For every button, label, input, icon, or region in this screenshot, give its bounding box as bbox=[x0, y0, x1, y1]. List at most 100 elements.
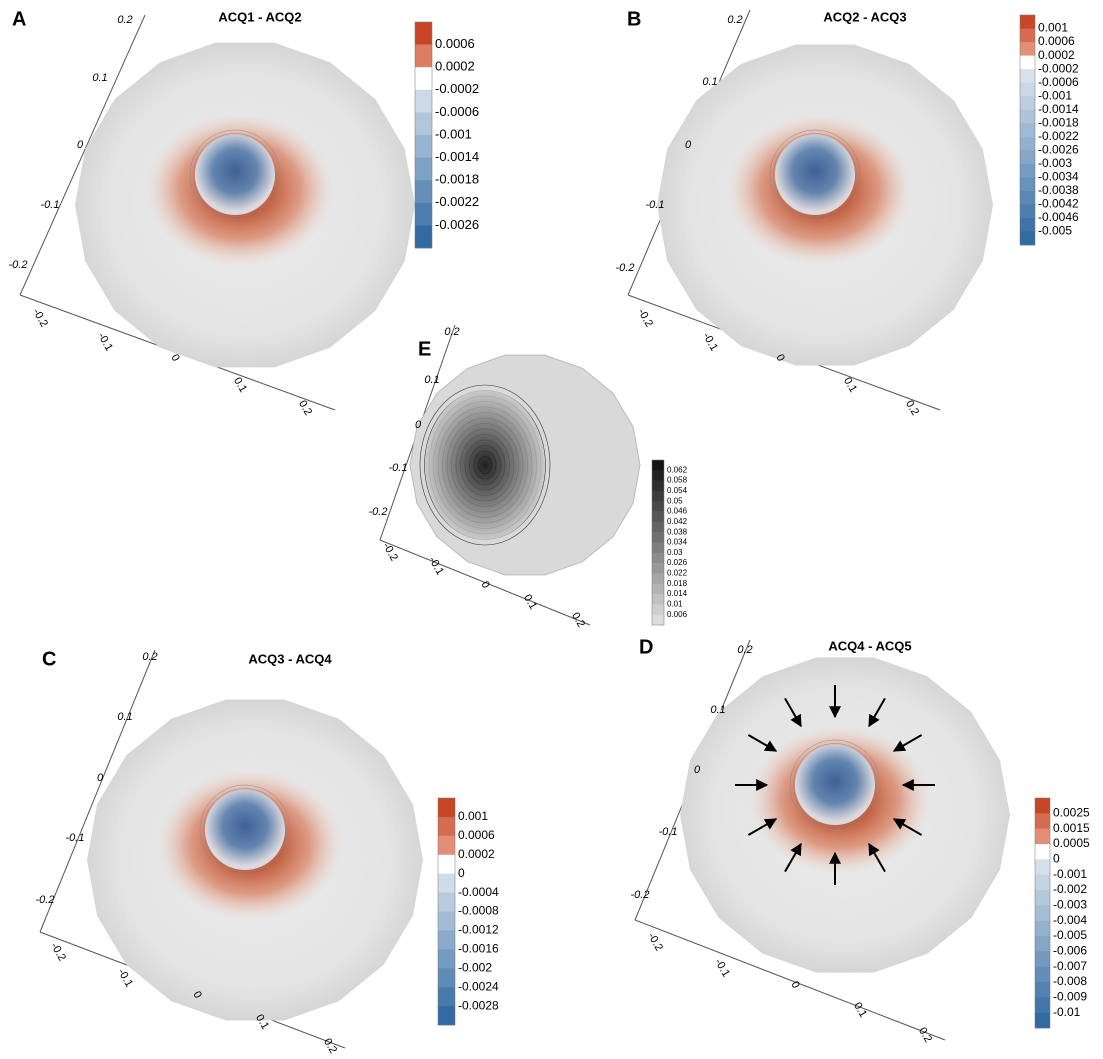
colorbar-segment bbox=[438, 968, 455, 988]
colorbar-label: -0.005 bbox=[1053, 928, 1087, 942]
colorbar-segment bbox=[1035, 936, 1050, 952]
colorbar-segment bbox=[1035, 828, 1050, 845]
y-tick-label: -0.1 bbox=[659, 826, 678, 838]
y-tick-label: 0 bbox=[415, 419, 422, 431]
colorbar-label: 0.046 bbox=[667, 507, 688, 516]
x-tick-label: -0.1 bbox=[115, 967, 135, 989]
colorbar-segment bbox=[652, 511, 664, 523]
colorbar-label: -0.0018 bbox=[1038, 115, 1079, 129]
x-tick-label: 0.2 bbox=[903, 398, 921, 417]
colorbar-label: 0.042 bbox=[667, 517, 688, 526]
colorbar-segment bbox=[1020, 231, 1035, 246]
contour bbox=[789, 739, 881, 831]
colorbar-label: -0.0002 bbox=[435, 81, 479, 96]
y-tick-label: -0.2 bbox=[9, 259, 28, 271]
colorbar-segment bbox=[1035, 982, 1050, 998]
colorbar-label: 0 bbox=[458, 866, 465, 880]
x-tick-label: -0.1 bbox=[95, 331, 115, 353]
y-tick-label: 0.1 bbox=[710, 704, 725, 716]
x-tick-label: -0.1 bbox=[712, 957, 732, 979]
y-tick-label: 0.2 bbox=[737, 644, 752, 656]
y-tick-label: 0 bbox=[694, 764, 701, 776]
y-axis bbox=[39, 649, 156, 933]
colorbar-label: -0.0046 bbox=[1038, 210, 1079, 224]
arrow bbox=[868, 697, 886, 728]
colorbar-segment bbox=[652, 521, 664, 533]
colorbar-segment bbox=[652, 490, 664, 502]
y-tick-label: -0.2 bbox=[631, 889, 650, 901]
colorbar-label: -0.0042 bbox=[1038, 197, 1079, 211]
colorbar-label: 0.001 bbox=[1038, 21, 1068, 35]
colorbar-segment bbox=[438, 835, 455, 856]
colorbar-segment bbox=[652, 614, 664, 626]
colorbar-label: 0.038 bbox=[667, 527, 688, 536]
panel-label: B bbox=[627, 8, 641, 30]
colorbar-label: -0.0012 bbox=[458, 923, 499, 937]
colorbar-segment bbox=[1020, 163, 1035, 178]
x-tick-label: 0 bbox=[773, 352, 786, 363]
x-axis bbox=[634, 919, 946, 1041]
colorbar-segment bbox=[652, 573, 664, 585]
contour bbox=[419, 384, 551, 546]
x-tick-label: -0.2 bbox=[645, 931, 665, 953]
colorbar-segment bbox=[1035, 798, 1050, 814]
colorbar-segment bbox=[652, 542, 664, 554]
colorbar-segment bbox=[415, 112, 432, 136]
colorbar-label: 0.0015 bbox=[1053, 821, 1090, 835]
panel-title: ACQ2 - ACQ3 bbox=[823, 9, 906, 24]
x-tick-label: 0.2 bbox=[916, 1025, 934, 1044]
x-tick-label: 0.2 bbox=[321, 1036, 339, 1055]
colorbar-label: 0.022 bbox=[667, 569, 688, 578]
x-tick-label: 0.1 bbox=[231, 375, 249, 394]
colorbar-segment bbox=[1020, 82, 1035, 97]
colorbar-label: 0.0002 bbox=[435, 59, 475, 74]
panel: E 0.2 0.1 0 -0.1 -0.2 -0.2 -0.1 0 0.1 0.2 0.062 0.05… bbox=[369, 324, 688, 630]
colorbar-segment bbox=[1020, 204, 1035, 219]
colorbar-label: -0.009 bbox=[1053, 990, 1087, 1004]
y-tick-label: 0.2 bbox=[444, 326, 459, 338]
colorbar-segment bbox=[1035, 890, 1050, 906]
colorbar-label: 0.054 bbox=[667, 486, 688, 495]
y-tick-label: 0.1 bbox=[92, 72, 107, 84]
colorbar-segment bbox=[652, 594, 664, 605]
colorbar-label: 0.0006 bbox=[458, 828, 495, 842]
arrow bbox=[868, 842, 886, 873]
colorbar-segment bbox=[652, 470, 664, 481]
y-tick-label: 0.1 bbox=[424, 374, 439, 386]
colorbar-label: -0.006 bbox=[1053, 944, 1087, 958]
colorbar-label: -0.0026 bbox=[435, 217, 479, 232]
colorbar-segment bbox=[652, 460, 664, 471]
colorbar-label: -0.0016 bbox=[458, 942, 499, 956]
colorbar-segment bbox=[1020, 55, 1035, 70]
colorbar-frame bbox=[1019, 14, 1036, 246]
colorbar-label: 0.018 bbox=[667, 579, 688, 588]
colorbar-segment bbox=[652, 583, 664, 595]
contour bbox=[199, 784, 291, 876]
colorbar-segment bbox=[652, 480, 664, 492]
colorbar-label: 0 bbox=[1053, 852, 1060, 866]
colorbar-segment bbox=[415, 202, 432, 226]
colorbar-segment bbox=[415, 135, 432, 158]
colorbar-label: -0.008 bbox=[1053, 974, 1087, 988]
contour bbox=[793, 743, 877, 827]
colorbar-segment bbox=[1020, 177, 1035, 192]
colorbar-segment bbox=[415, 225, 432, 249]
colorbar-segment bbox=[652, 501, 664, 512]
y-axis bbox=[19, 14, 146, 296]
panel-label: A bbox=[12, 8, 26, 30]
colorbar-segment bbox=[1020, 69, 1035, 83]
y-tick-label: 0.2 bbox=[117, 14, 132, 26]
panel: C ACQ3 - ACQ40.20.10-0.1-0.2-0.2-0.100.10… bbox=[36, 648, 500, 1055]
colorbar-label: -0.0038 bbox=[1038, 183, 1079, 197]
y-tick-label: 0 bbox=[97, 772, 104, 784]
arrow bbox=[892, 818, 923, 836]
colorbar-label: 0.05 bbox=[667, 496, 683, 505]
colorbar-label: 0.058 bbox=[667, 476, 688, 485]
colorbar-label: -0.002 bbox=[458, 960, 492, 974]
colorbar-segment bbox=[1020, 28, 1035, 43]
x-tick-label: -0.2 bbox=[30, 307, 50, 329]
colorbar-segment bbox=[652, 563, 664, 574]
colorbar-label: -0.01 bbox=[1053, 1005, 1081, 1019]
x-tick-label: -0.2 bbox=[635, 307, 655, 329]
x-tick-label: 0.2 bbox=[569, 610, 587, 629]
